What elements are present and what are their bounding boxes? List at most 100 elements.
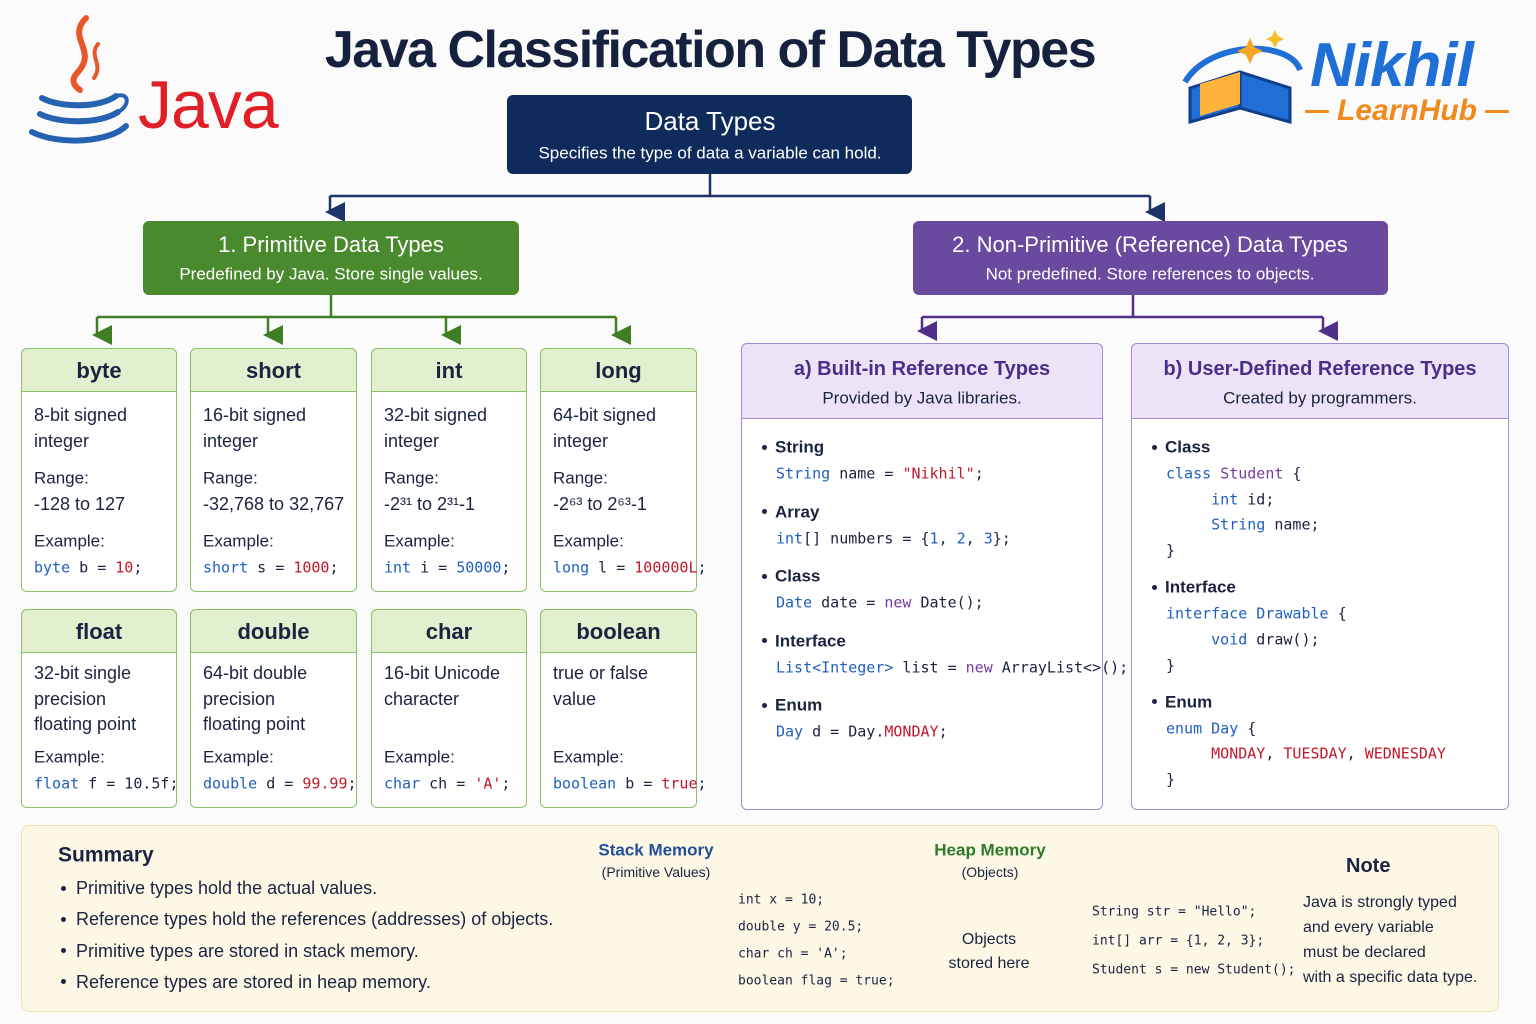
type-name: float [75, 619, 123, 644]
code-token: 2 [956, 529, 966, 547]
type-card-header [21, 348, 177, 392]
code-token: enum [1166, 719, 1203, 737]
book-icon [1182, 30, 1303, 124]
range-value: -32,768 to 32,767 [203, 494, 345, 514]
range-value: -128 to 127 [34, 494, 126, 514]
code-token: Day [1211, 719, 1239, 737]
example-code: char ch = 'A'; [384, 774, 510, 793]
note-line: and every variable [1303, 919, 1434, 936]
code-token: int [384, 558, 412, 577]
example-code: long l = 100000L; [553, 558, 707, 577]
type-desc: precision [34, 688, 107, 709]
heap-code: String str = "Hello"; [1092, 904, 1257, 920]
tree-lines [92, 174, 1338, 345]
code-token: Date [776, 593, 813, 612]
code-token: 50000 [456, 558, 502, 577]
code-token: ; [974, 464, 984, 483]
heap-label: stored here [948, 955, 1030, 972]
reference-code: void draw(); [1166, 632, 1319, 647]
non-primitive-subtitle: Not predefined. Store references to obje… [985, 264, 1315, 284]
code-token: , [1265, 744, 1284, 763]
code-token: b = [70, 558, 116, 577]
example-label: Example: [34, 531, 105, 551]
code-token: 10 [115, 558, 134, 577]
summary-point: Reference types hold the references (add… [76, 909, 554, 930]
page-title: Java Classification of Data Types [324, 21, 1097, 79]
bullet [761, 638, 767, 643]
reference-title: a) Built-in Reference Types [793, 358, 1051, 380]
example-label: Example: [384, 747, 455, 767]
code-token: long [553, 558, 590, 577]
range-label: Range: [203, 468, 258, 488]
code-token: "Nikhil" [902, 464, 975, 483]
example-label: Example: [203, 531, 274, 551]
example-code: double d = 99.99; [203, 774, 357, 793]
note-title: Note [1346, 855, 1391, 877]
range-value: -2³¹ to 2³¹-1 [384, 494, 476, 514]
type-desc: integer [203, 430, 259, 451]
code-token: float [34, 774, 80, 793]
code-token: ArrayList<>(); [992, 658, 1129, 676]
code-token: char [384, 774, 421, 793]
code-token: int [776, 529, 804, 547]
code-token: , [1346, 744, 1365, 763]
java-logo-text: Java [138, 67, 279, 143]
primitive-subtitle: Predefined by Java. Store single values. [179, 264, 483, 284]
bullet [60, 916, 66, 922]
bullet [60, 885, 66, 891]
bullet [761, 573, 767, 579]
code-token: { [1328, 604, 1347, 623]
code-token: } [1166, 770, 1176, 789]
heap-title: Heap Memory [934, 840, 1046, 860]
bullet [60, 948, 66, 954]
code-token: [] numbers = { [803, 529, 930, 547]
note-line: must be declared [1303, 944, 1426, 961]
code-token: l = [589, 558, 635, 577]
code-token: ; [347, 774, 357, 793]
type-card-header [540, 348, 697, 392]
reference-item-name: String [775, 437, 825, 457]
code-token: double [203, 774, 258, 793]
example-code: int i = 50000; [384, 558, 510, 577]
primitive-box [143, 221, 519, 295]
root-title: Data Types [644, 106, 776, 136]
code-token: name = [830, 464, 903, 483]
code-token: d = [257, 774, 303, 793]
reference-code: int[] numbers = {1, 2, 3}; [776, 531, 1011, 546]
stack-subtitle: (Primitive Values) [601, 864, 711, 880]
code-token: } [1166, 656, 1176, 674]
code-token: int [1166, 490, 1239, 509]
code-token: list = [893, 658, 966, 676]
summary-point: Reference types are stored in heap memor… [76, 971, 431, 992]
code-token: f = 10.5f; [79, 774, 179, 793]
summary-title: Summary [58, 843, 154, 867]
code-token: 1 [929, 529, 939, 547]
type-name: int [435, 358, 463, 383]
code-token: short [203, 558, 249, 577]
code-token: class [1166, 464, 1212, 483]
example-label: Example: [34, 747, 105, 767]
type-card-header [190, 609, 357, 653]
stack-code: int x = 10; [738, 892, 825, 908]
reference-code: enum Day { [1166, 721, 1256, 736]
heap-label: Objects [961, 931, 1017, 948]
type-desc: 64-bit double [203, 663, 308, 683]
example-code: byte b = 10; [34, 558, 143, 577]
stack-title: Stack Memory [598, 840, 714, 860]
heap-subtitle: (Objects) [961, 864, 1019, 880]
bullet [60, 979, 66, 985]
code-token [1202, 719, 1211, 737]
code-token: new [965, 658, 993, 676]
code-token: ch = [420, 774, 475, 793]
code-token: { [1238, 719, 1257, 737]
reference-code: Day d = Day.MONDAY; [776, 722, 948, 741]
root-subtitle: Specifies the type of data a variable ca… [538, 143, 882, 163]
type-name: char [425, 619, 473, 644]
non-primitive-box [913, 221, 1388, 295]
example-label: Example: [203, 747, 274, 767]
code-token: ; [133, 558, 143, 577]
reference-subtitle: Created by programmers. [1223, 388, 1417, 408]
code-token: d = Day. [803, 722, 885, 741]
code-token [1211, 465, 1220, 483]
